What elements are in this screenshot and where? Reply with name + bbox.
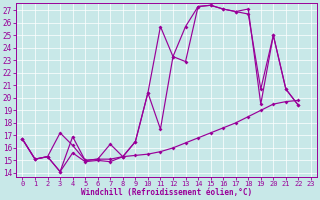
X-axis label: Windchill (Refroidissement éolien,°C): Windchill (Refroidissement éolien,°C) [81, 188, 252, 197]
